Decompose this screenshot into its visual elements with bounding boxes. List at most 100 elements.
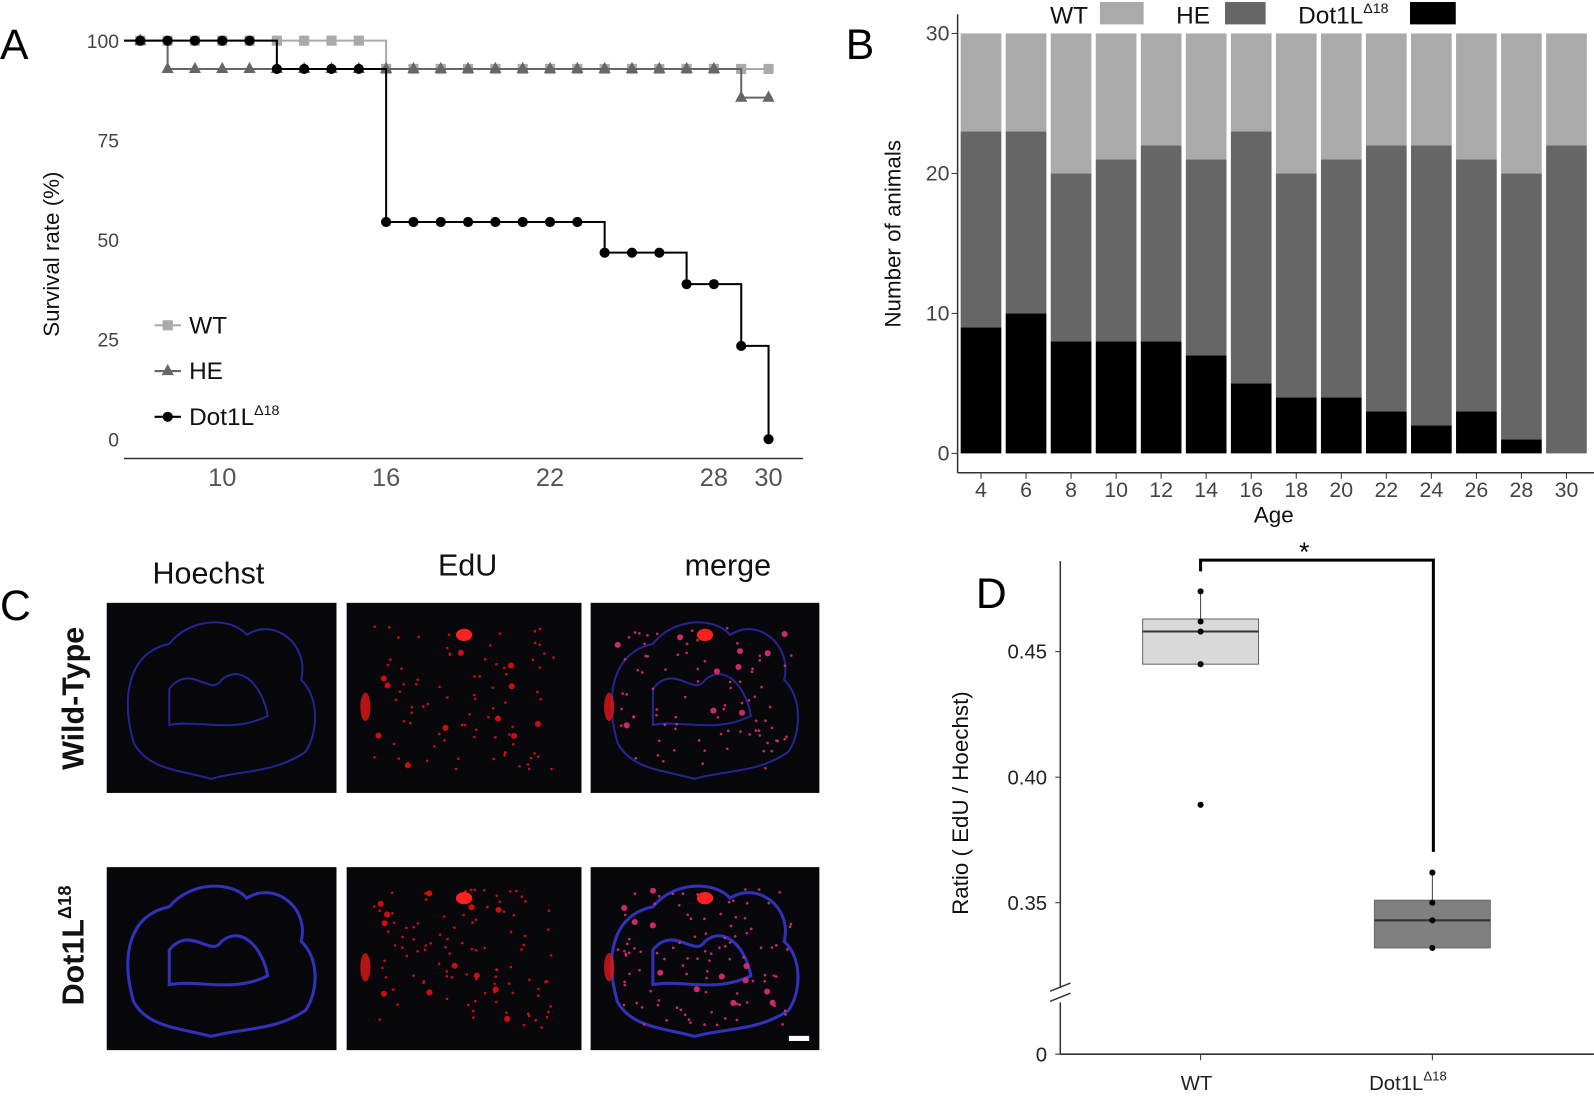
edu-signal-dot bbox=[448, 952, 452, 955]
bar-segment-dot1l bbox=[1411, 425, 1452, 454]
edu-signal-dot bbox=[685, 651, 688, 655]
edu-signal-dot bbox=[545, 1015, 549, 1019]
edu-signal-dot bbox=[429, 942, 433, 945]
legend-marker-icon bbox=[162, 411, 173, 422]
edu-signal-dot bbox=[728, 680, 732, 684]
edu-signal-dot bbox=[504, 701, 507, 704]
edu-signal-dot bbox=[656, 753, 660, 757]
edu-signal-dot bbox=[750, 670, 754, 674]
edu-signal-dot bbox=[646, 655, 650, 658]
edu-signal-dot bbox=[638, 632, 641, 635]
edu-signal-dot bbox=[655, 713, 658, 717]
box-data-point bbox=[1197, 801, 1204, 808]
edu-signal-dot bbox=[657, 999, 661, 1002]
box-data-point bbox=[1429, 944, 1436, 951]
edu-signal-dot bbox=[710, 707, 717, 714]
survival-x-tick: 16 bbox=[372, 464, 400, 492]
edu-signal-dot bbox=[488, 644, 492, 647]
box-data-point bbox=[1429, 917, 1436, 924]
bar-segment-wt bbox=[1095, 33, 1137, 160]
edu-signal-dot bbox=[539, 697, 543, 701]
edu-signal-dot bbox=[509, 965, 513, 969]
bar-y-tick: 0 bbox=[938, 442, 950, 466]
edu-signal-dot bbox=[633, 892, 637, 895]
bar-stack-age-30 bbox=[1546, 33, 1587, 454]
edu-signal-dot bbox=[705, 969, 709, 973]
bar-stack-age-10 bbox=[1095, 33, 1137, 454]
bar-segment-dot1l bbox=[960, 327, 1002, 454]
ratio-box-plot: D Ratio ( EdU / Hoechst) 0 0.35 0.40 0.45 *… bbox=[948, 537, 1594, 1095]
bar-legend-dot1l: Dot1LΔ18 bbox=[1298, 1, 1388, 29]
edu-signal-cluster bbox=[360, 692, 371, 722]
edu-signal-dot bbox=[401, 935, 405, 939]
edu-signal-dot bbox=[543, 652, 546, 655]
edu-signal-dot bbox=[504, 1015, 511, 1023]
survival-point bbox=[735, 90, 748, 102]
edu-signal-dot bbox=[710, 1010, 713, 1014]
survival-point bbox=[763, 63, 774, 75]
edu-signal-dot bbox=[685, 642, 689, 646]
significance-star: * bbox=[1299, 537, 1309, 567]
edu-signal-dot bbox=[527, 1014, 531, 1018]
edu-signal-dot bbox=[764, 719, 767, 723]
edu-signal-dot bbox=[475, 975, 479, 979]
edu-signal-dot bbox=[381, 920, 388, 927]
bar-x-tick: 14 bbox=[1194, 478, 1218, 502]
edu-signal-dot bbox=[621, 904, 628, 911]
edu-signal-dot bbox=[416, 922, 420, 925]
survival-point bbox=[135, 35, 146, 46]
edu-signal-dot bbox=[492, 757, 496, 761]
survival-legend: WT HE Dot1LΔ18 bbox=[154, 312, 280, 431]
edu-signal-dot bbox=[392, 921, 396, 924]
edu-signal-dot bbox=[535, 690, 539, 694]
edu-signal-dot bbox=[686, 913, 690, 916]
edu-signal-dot bbox=[448, 653, 452, 656]
edu-signal-dot bbox=[462, 913, 465, 917]
bar-segment-wt bbox=[1365, 33, 1407, 146]
edu-signal-dot bbox=[508, 662, 515, 669]
bar-segment-wt bbox=[1005, 33, 1047, 132]
edu-signal-dot bbox=[734, 915, 738, 919]
edu-signal-dot bbox=[424, 892, 427, 895]
edu-signal-dot bbox=[380, 990, 388, 997]
edu-signal-dot bbox=[540, 1026, 543, 1029]
edu-signal-dot bbox=[722, 707, 726, 711]
edu-signal-dot bbox=[546, 928, 550, 932]
edu-signal-dot bbox=[389, 658, 392, 661]
survival-series-dot1l-δ18 bbox=[124, 35, 774, 445]
bar-y-tick: 30 bbox=[926, 22, 950, 46]
edu-signal-dot bbox=[723, 936, 727, 940]
edu-signal-dot bbox=[781, 1023, 784, 1026]
edu-signal-dot bbox=[632, 715, 635, 719]
edu-signal-dot bbox=[495, 906, 502, 913]
edu-signal-dot bbox=[416, 949, 419, 953]
edu-signal-dot bbox=[636, 668, 640, 672]
bar-segment-wt bbox=[1501, 33, 1542, 174]
survival-point bbox=[299, 35, 310, 46]
bar-segment-wt bbox=[1050, 33, 1092, 174]
edu-signal-dot bbox=[410, 711, 414, 714]
edu-signal-dot bbox=[508, 683, 515, 690]
edu-signal-dot bbox=[424, 944, 428, 947]
bar-legend-swatch-wt bbox=[1099, 2, 1144, 25]
survival-point bbox=[544, 216, 556, 228]
bar-x-tick: 18 bbox=[1284, 478, 1308, 502]
edu-signal-dot bbox=[729, 686, 733, 690]
edu-signal-dot bbox=[456, 757, 460, 761]
box-y-tick: 0.35 bbox=[1007, 893, 1047, 915]
box-y-label: Ratio ( EdU / Hoechst) bbox=[948, 691, 973, 915]
edu-signal-dot bbox=[753, 695, 757, 699]
edu-signal-dot bbox=[405, 954, 409, 958]
box-body bbox=[1142, 618, 1260, 665]
bar-segment-he bbox=[1140, 145, 1182, 342]
tissue-outline-blue bbox=[126, 884, 317, 1038]
edu-signal-dot bbox=[445, 646, 449, 650]
significance-bracket bbox=[1199, 558, 1435, 852]
edu-signal-dot bbox=[494, 975, 498, 979]
edu-signal-dot bbox=[742, 977, 749, 984]
edu-signal-dot bbox=[723, 1017, 727, 1020]
edu-signal-dot bbox=[671, 946, 675, 950]
edu-signal-dot bbox=[631, 918, 638, 926]
edu-signal-dot bbox=[471, 921, 474, 924]
edu-signal-dot bbox=[445, 696, 449, 699]
